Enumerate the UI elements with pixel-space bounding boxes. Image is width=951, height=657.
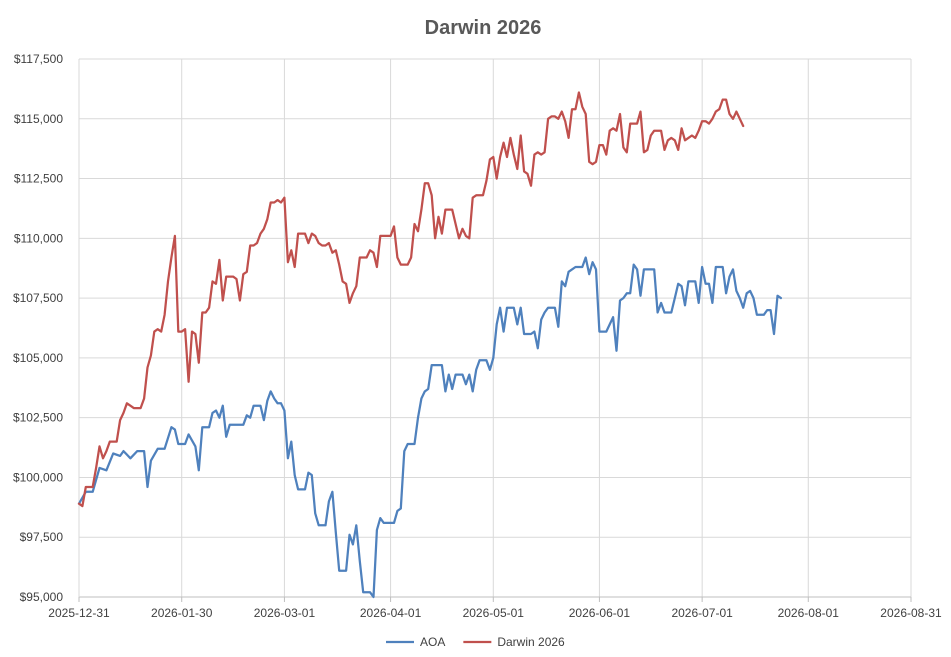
- y-tick-label: $95,000: [20, 590, 64, 604]
- y-tick-label: $117,500: [14, 52, 63, 66]
- series-lines: [77, 91, 783, 599]
- series-line-aoa: [77, 256, 783, 599]
- y-tick-label: $100,000: [13, 470, 63, 484]
- x-tick-label: 2026-01-30: [151, 606, 213, 620]
- y-tick-label: $102,500: [13, 411, 63, 425]
- x-tick-label: 2026-05-01: [463, 606, 525, 620]
- y-tick-label: $110,000: [14, 231, 63, 245]
- y-tick-label: $105,000: [13, 351, 63, 365]
- x-tick-label: 2026-04-01: [360, 606, 422, 620]
- legend-label-aoa: AOA: [420, 635, 445, 649]
- y-tick-label: $115,000: [14, 112, 63, 126]
- x-tick-label: 2026-08-31: [880, 606, 942, 620]
- x-tick-label: 2026-03-01: [254, 606, 316, 620]
- y-tick-label: $97,500: [20, 530, 64, 544]
- y-tick-label: $107,500: [13, 291, 63, 305]
- x-tick-label: 2025-12-31: [48, 606, 110, 620]
- axes: $95,000 $97,500 $100,000 $102,500 $105,000 $1…: [13, 52, 942, 620]
- y-tick-label: $112,500: [14, 172, 63, 186]
- chart-title: Darwin 2026: [425, 17, 542, 39]
- legend-label-darwin-2026: Darwin 2026: [497, 635, 565, 649]
- legend: AOA Darwin 2026: [386, 635, 565, 649]
- x-tick-label: 2026-08-01: [778, 606, 840, 620]
- x-tick-label: 2026-07-01: [671, 606, 733, 620]
- x-tick-label: 2026-06-01: [569, 606, 631, 620]
- series-line-darwin-2026: [77, 91, 745, 508]
